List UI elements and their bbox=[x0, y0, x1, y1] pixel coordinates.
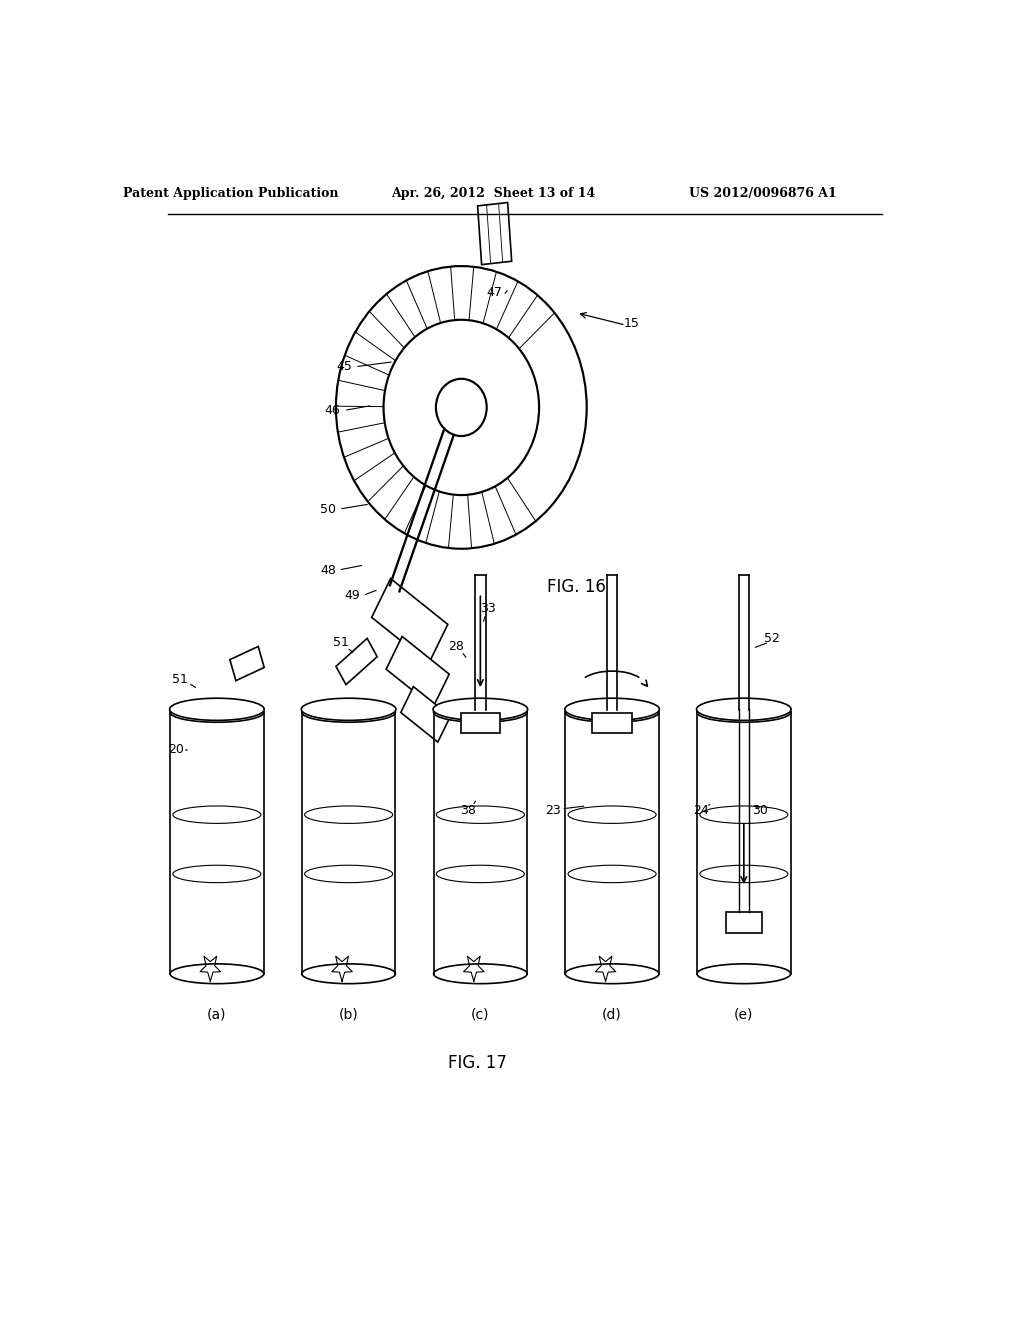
Text: 46: 46 bbox=[325, 404, 341, 417]
Ellipse shape bbox=[302, 964, 395, 983]
Text: 20: 20 bbox=[168, 743, 183, 756]
Text: Apr. 26, 2012  Sheet 13 of 14: Apr. 26, 2012 Sheet 13 of 14 bbox=[391, 187, 595, 201]
Polygon shape bbox=[400, 686, 451, 742]
Polygon shape bbox=[372, 578, 447, 663]
Text: 33: 33 bbox=[479, 602, 496, 615]
Bar bbox=[461, 713, 500, 733]
Polygon shape bbox=[386, 636, 450, 708]
Text: Patent Application Publication: Patent Application Publication bbox=[124, 187, 339, 201]
Text: (a): (a) bbox=[207, 1007, 226, 1022]
Text: 51: 51 bbox=[172, 673, 187, 686]
Text: FIG. 16: FIG. 16 bbox=[547, 578, 606, 597]
Polygon shape bbox=[336, 639, 377, 685]
Text: 45: 45 bbox=[336, 360, 352, 374]
Text: 30: 30 bbox=[753, 804, 768, 817]
Text: 52: 52 bbox=[765, 632, 780, 644]
Text: (d): (d) bbox=[602, 1007, 622, 1022]
Text: 28: 28 bbox=[447, 640, 464, 653]
Text: 47: 47 bbox=[486, 286, 503, 300]
Text: 51: 51 bbox=[333, 636, 348, 648]
Text: (b): (b) bbox=[339, 1007, 358, 1022]
Ellipse shape bbox=[170, 964, 264, 983]
Text: FIG. 17: FIG. 17 bbox=[447, 1053, 507, 1072]
Ellipse shape bbox=[302, 702, 395, 722]
Ellipse shape bbox=[565, 964, 658, 983]
Ellipse shape bbox=[565, 698, 659, 721]
Ellipse shape bbox=[565, 702, 658, 722]
Ellipse shape bbox=[301, 698, 396, 721]
Text: 49: 49 bbox=[344, 589, 359, 602]
Text: 48: 48 bbox=[321, 564, 336, 577]
Bar bbox=[593, 713, 632, 733]
Text: US 2012/0096876 A1: US 2012/0096876 A1 bbox=[689, 187, 837, 201]
Ellipse shape bbox=[170, 702, 264, 722]
Text: 50: 50 bbox=[319, 503, 336, 516]
Text: 23: 23 bbox=[545, 804, 560, 817]
Text: 38: 38 bbox=[460, 804, 475, 817]
Ellipse shape bbox=[433, 702, 527, 722]
Ellipse shape bbox=[170, 698, 264, 721]
Ellipse shape bbox=[696, 698, 792, 721]
Text: 15: 15 bbox=[624, 317, 640, 330]
Text: (e): (e) bbox=[734, 1007, 754, 1022]
Text: (c): (c) bbox=[471, 1007, 489, 1022]
Polygon shape bbox=[229, 647, 264, 681]
Ellipse shape bbox=[433, 964, 527, 983]
Ellipse shape bbox=[433, 698, 527, 721]
Ellipse shape bbox=[697, 702, 791, 722]
Text: 24: 24 bbox=[693, 804, 709, 817]
Bar bbox=[726, 912, 762, 932]
Ellipse shape bbox=[697, 964, 791, 983]
